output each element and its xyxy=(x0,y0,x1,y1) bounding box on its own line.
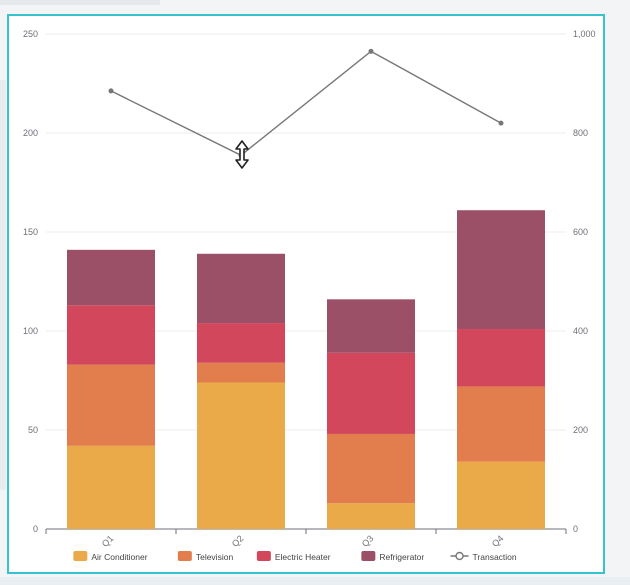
bar-electric-heater xyxy=(67,305,155,365)
legend-label-electric-heater: Electric Heater xyxy=(275,552,331,562)
y-left-tick-label: 250 xyxy=(23,29,38,39)
y-left-tick-label: 200 xyxy=(23,128,38,138)
y-right-tick-label: 400 xyxy=(573,326,588,336)
bar-television xyxy=(457,386,545,462)
transaction-point xyxy=(368,48,374,54)
bar-air-conditioner xyxy=(457,461,545,529)
bar-refrigerator xyxy=(197,253,285,324)
background-strip-top xyxy=(0,0,160,5)
bar-television xyxy=(197,362,285,383)
legend-label-air-conditioner: Air Conditioner xyxy=(91,552,147,562)
bar-refrigerator xyxy=(67,249,155,306)
bar-refrigerator xyxy=(457,210,545,330)
chart-panel[interactable]: 0 50 100 150 200 250 0 200 400 600 800 1,000 Q1 Q2 Q3 Q… xyxy=(7,14,605,574)
x-tick-label: Q2 xyxy=(230,533,246,549)
legend-marker-transaction xyxy=(455,551,464,561)
y-right-tick-label: 600 xyxy=(573,227,588,237)
y-left-tick-label: 150 xyxy=(23,227,38,237)
y-right-tick-label: 1,000 xyxy=(573,29,596,39)
background-strip-bottom xyxy=(0,577,630,585)
legend-swatch-refrigerator xyxy=(361,551,376,561)
bar-electric-heater xyxy=(327,352,415,434)
stacked-bar-line-chart[interactable]: 0 50 100 150 200 250 0 200 400 600 800 1,000 Q1 Q2 Q3 Q… xyxy=(9,16,603,572)
transaction-line xyxy=(110,50,502,157)
bar-refrigerator xyxy=(327,299,415,353)
y-left-tick-label: 100 xyxy=(23,326,38,336)
bar-television xyxy=(327,433,415,504)
bar-air-conditioner xyxy=(197,382,285,529)
x-tick-label: Q4 xyxy=(490,533,506,549)
resize-cursor-icon xyxy=(235,140,249,169)
background-strip-left xyxy=(0,80,6,490)
transaction-point xyxy=(108,88,114,94)
x-tick-label: Q1 xyxy=(100,533,116,549)
bar-electric-heater xyxy=(457,329,545,387)
y-right-tick-label: 0 xyxy=(573,524,578,534)
bar-air-conditioner xyxy=(327,503,415,529)
legend-label-television: Television xyxy=(196,552,234,562)
line-series xyxy=(108,48,504,158)
bar-electric-heater xyxy=(197,323,285,363)
bar-air-conditioner xyxy=(67,445,155,529)
y-left-tick-label: 50 xyxy=(28,425,38,435)
bar-television xyxy=(67,364,155,446)
x-tick-label: Q3 xyxy=(360,533,376,549)
transaction-point xyxy=(498,120,504,126)
legend-swatch-air-conditioner xyxy=(73,551,88,561)
legend-label-refrigerator: Refrigerator xyxy=(379,552,424,562)
y-right-tick-label: 800 xyxy=(573,128,588,138)
legend-label-transaction: Transaction xyxy=(473,552,517,562)
y-left-tick-label: 0 xyxy=(33,524,38,534)
y-right-tick-label: 200 xyxy=(573,425,588,435)
legend-swatch-electric-heater xyxy=(256,551,271,561)
bar-series xyxy=(67,210,545,529)
legend: Air Conditioner Television Electric Heater… xyxy=(73,551,517,562)
legend-swatch-television xyxy=(177,551,192,561)
